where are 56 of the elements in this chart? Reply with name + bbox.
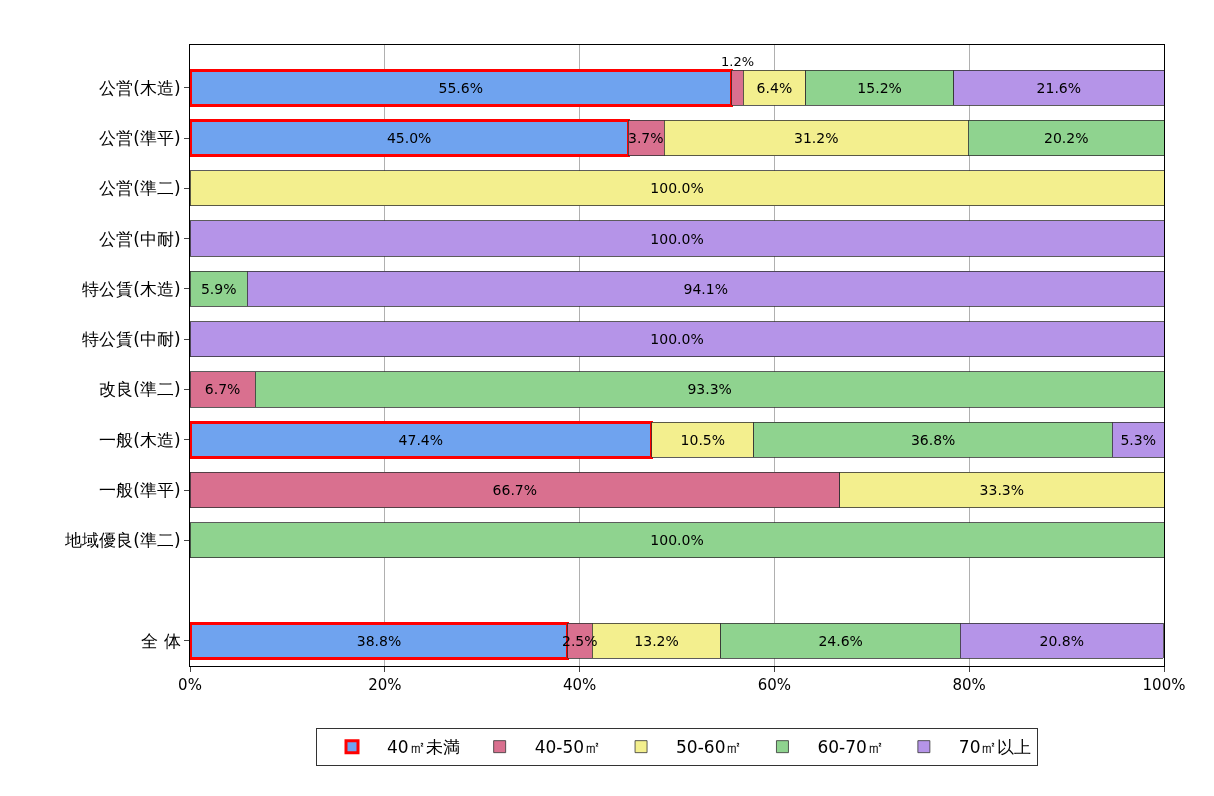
data-label: 93.3%: [687, 381, 732, 398]
data-label: 3.7%: [628, 130, 664, 146]
y-tick-label: 一般(木造): [99, 429, 181, 450]
data-label: 1.2%: [721, 54, 755, 69]
bar: [190, 321, 1164, 358]
y-tick-label: 特公賃(木造): [82, 278, 181, 299]
data-label: 45.0%: [386, 130, 432, 147]
x-tick-label: 0%: [178, 676, 202, 694]
x-tick-label: 20%: [368, 676, 402, 694]
data-label: 47.4%: [398, 431, 444, 448]
bar: [190, 118, 630, 158]
x-tick-label: 100%: [1142, 676, 1186, 694]
legend-label: 70㎡以上: [958, 737, 1032, 758]
data-label: 33.3%: [979, 482, 1025, 499]
data-label: 5.3%: [1120, 431, 1156, 448]
data-label: 20.2%: [1044, 130, 1089, 146]
data-label: 100.0%: [650, 532, 704, 549]
data-label: 100.0%: [650, 180, 704, 197]
data-label: 5.9%: [200, 280, 237, 297]
y-tick-label: 公営(準二): [99, 178, 181, 199]
data-label: 36.8%: [910, 431, 956, 448]
data-label: 66.7%: [492, 482, 538, 499]
data-label: 31.2%: [794, 130, 839, 147]
y-tick-label: 地域優良(準二): [64, 530, 181, 551]
y-tick-label: 特公賃(中耐): [82, 329, 181, 350]
bar: [190, 68, 734, 107]
x-tick-label: 80%: [952, 676, 986, 694]
data-label: 38.8%: [356, 632, 402, 649]
data-label: 6.4%: [756, 79, 793, 96]
bar: [190, 170, 1164, 207]
data-label: 6.7%: [204, 381, 241, 398]
y-tick-label: 一般(準平): [99, 479, 181, 500]
y-tick-label: 公営(準平): [99, 127, 181, 148]
bar: [190, 522, 1164, 559]
x-tick-label: 40%: [562, 676, 597, 694]
legend-label: 60-70㎡: [817, 737, 884, 758]
y-tick-label: 公営(中耐): [99, 228, 181, 249]
data-label: 13.2%: [634, 632, 679, 649]
data-label: 55.6%: [438, 79, 484, 96]
y-tick-label: 全 体: [141, 630, 181, 651]
bar: [190, 420, 654, 459]
data-label: 94.1%: [683, 280, 728, 297]
y-tick-label: 公営(木造): [99, 77, 181, 98]
x-tick-label: 60%: [757, 676, 792, 694]
data-label: 100.0%: [650, 230, 704, 247]
bar: [190, 220, 1164, 257]
data-label: 100.0%: [650, 331, 704, 348]
data-label: 15.2%: [857, 79, 902, 96]
data-label: 10.5%: [680, 431, 726, 448]
data-label: 24.6%: [818, 632, 863, 649]
data-label: 21.6%: [1036, 79, 1082, 96]
legend-label: 40-50㎡: [534, 737, 602, 758]
data-label: 20.8%: [1039, 632, 1084, 649]
y-tick-label: 改良(準二): [99, 379, 181, 400]
legend-label: 50-60㎡: [676, 737, 743, 758]
legend-label: 40㎡未満: [387, 737, 460, 758]
